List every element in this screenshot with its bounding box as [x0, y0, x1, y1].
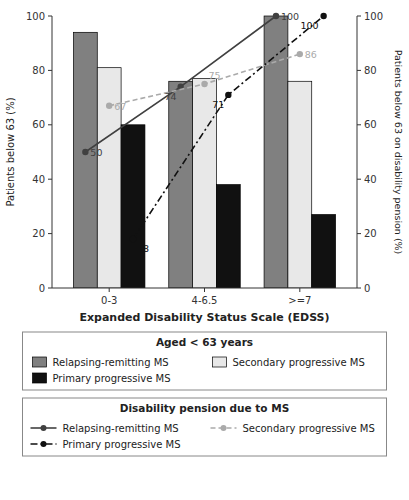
y2-tick: [357, 124, 361, 125]
x-tick-label: 0-3: [101, 295, 117, 306]
legend-box: [23, 398, 387, 456]
y2-tick: [357, 16, 361, 17]
data-label: 74: [165, 91, 177, 102]
line: [133, 16, 324, 239]
y2-tick-label: 40: [364, 174, 377, 185]
bar: [73, 32, 97, 288]
legend: Aged < 63 years Relapsing-remitting MS Sec…: [23, 332, 387, 390]
marker: [201, 81, 207, 87]
y2-tick-label: 100: [364, 11, 383, 22]
x-tick: [299, 288, 300, 292]
chart: 50 74 100 67 75 86 18 71 100 0 20 40 60 80 100 0 20 40 60 8…: [0, 0, 409, 500]
y-tick: [48, 124, 52, 125]
y-tick: [48, 179, 52, 180]
legend-entry: Relapsing-remitting MS: [63, 423, 179, 434]
bar: [312, 215, 336, 288]
data-label: 86: [305, 49, 317, 60]
y2-tick: [357, 70, 361, 71]
x-tick-label: 4-6.5: [192, 295, 218, 306]
legend-marker: [41, 441, 47, 447]
line: [109, 54, 300, 106]
y-tick: [48, 70, 52, 71]
y-tick-label: 60: [32, 119, 45, 130]
y-tick-label: 0: [39, 283, 45, 294]
bar: [288, 81, 312, 288]
y2-axis: [357, 16, 358, 288]
legend: Disability pension due to MS Relapsing-re…: [23, 398, 387, 456]
legend-swatch: [33, 357, 47, 367]
y-tick-label: 20: [32, 228, 45, 239]
y-tick-label: 80: [32, 65, 45, 76]
x-tick-label: >=7: [288, 295, 311, 306]
legend-entry: Secondary progressive MS: [233, 357, 365, 368]
bar: [169, 81, 193, 288]
x-tick: [109, 288, 110, 292]
marker: [297, 51, 303, 57]
y-tick-label: 100: [26, 11, 45, 22]
bar: [264, 16, 288, 288]
y2-axis-label: Patients below 63 on disability pension …: [393, 50, 404, 255]
legend-entry: Secondary progressive MS: [243, 423, 375, 434]
y-tick: [48, 288, 52, 289]
legend-marker: [41, 425, 47, 431]
legend-swatch: [33, 373, 47, 383]
marker: [130, 236, 136, 242]
data-label: 50: [90, 147, 102, 158]
marker: [82, 149, 88, 155]
y2-tick: [357, 233, 361, 234]
bar: [193, 79, 217, 288]
y2-tick: [357, 179, 361, 180]
y2-tick-label: 80: [364, 65, 377, 76]
line: [85, 16, 276, 152]
x-tick: [204, 288, 205, 292]
y-tick: [48, 233, 52, 234]
y2-tick: [357, 288, 361, 289]
marker: [225, 92, 231, 98]
marker: [106, 103, 112, 109]
legend-swatch: [213, 357, 227, 367]
legend-entry: Primary progressive MS: [63, 439, 181, 450]
legend-marker: [221, 425, 227, 431]
legend-box: [23, 332, 387, 390]
legend-entry: Relapsing-remitting MS: [53, 357, 169, 368]
legend-title: Aged < 63 years: [156, 336, 253, 348]
y2-tick-label: 60: [364, 119, 377, 130]
y-axis-label: Patients below 63 (%): [5, 97, 16, 206]
bar: [121, 125, 145, 288]
data-label: 18: [137, 243, 149, 254]
y2-tick-label: 20: [364, 228, 377, 239]
data-labels: 50 74 100 67 75 86 18 71 100: [90, 11, 318, 254]
y2-tick-label: 0: [364, 283, 370, 294]
data-label: 75: [209, 70, 221, 81]
bar: [216, 185, 240, 288]
y-tick-label: 40: [32, 174, 45, 185]
marker: [320, 13, 326, 19]
data-label: 71: [212, 99, 224, 110]
legend-title: Disability pension due to MS: [120, 402, 289, 414]
marker: [273, 13, 279, 19]
y-tick: [48, 16, 52, 17]
data-label: 67: [114, 101, 126, 112]
data-label: 100: [281, 11, 299, 22]
plot-area: [73, 13, 335, 288]
y-axis: [52, 16, 53, 288]
x-axis-label: Expanded Disability Status Scale (EDSS): [79, 311, 329, 324]
data-label: 100: [301, 20, 319, 31]
legend-entry: Primary progressive MS: [53, 373, 171, 384]
